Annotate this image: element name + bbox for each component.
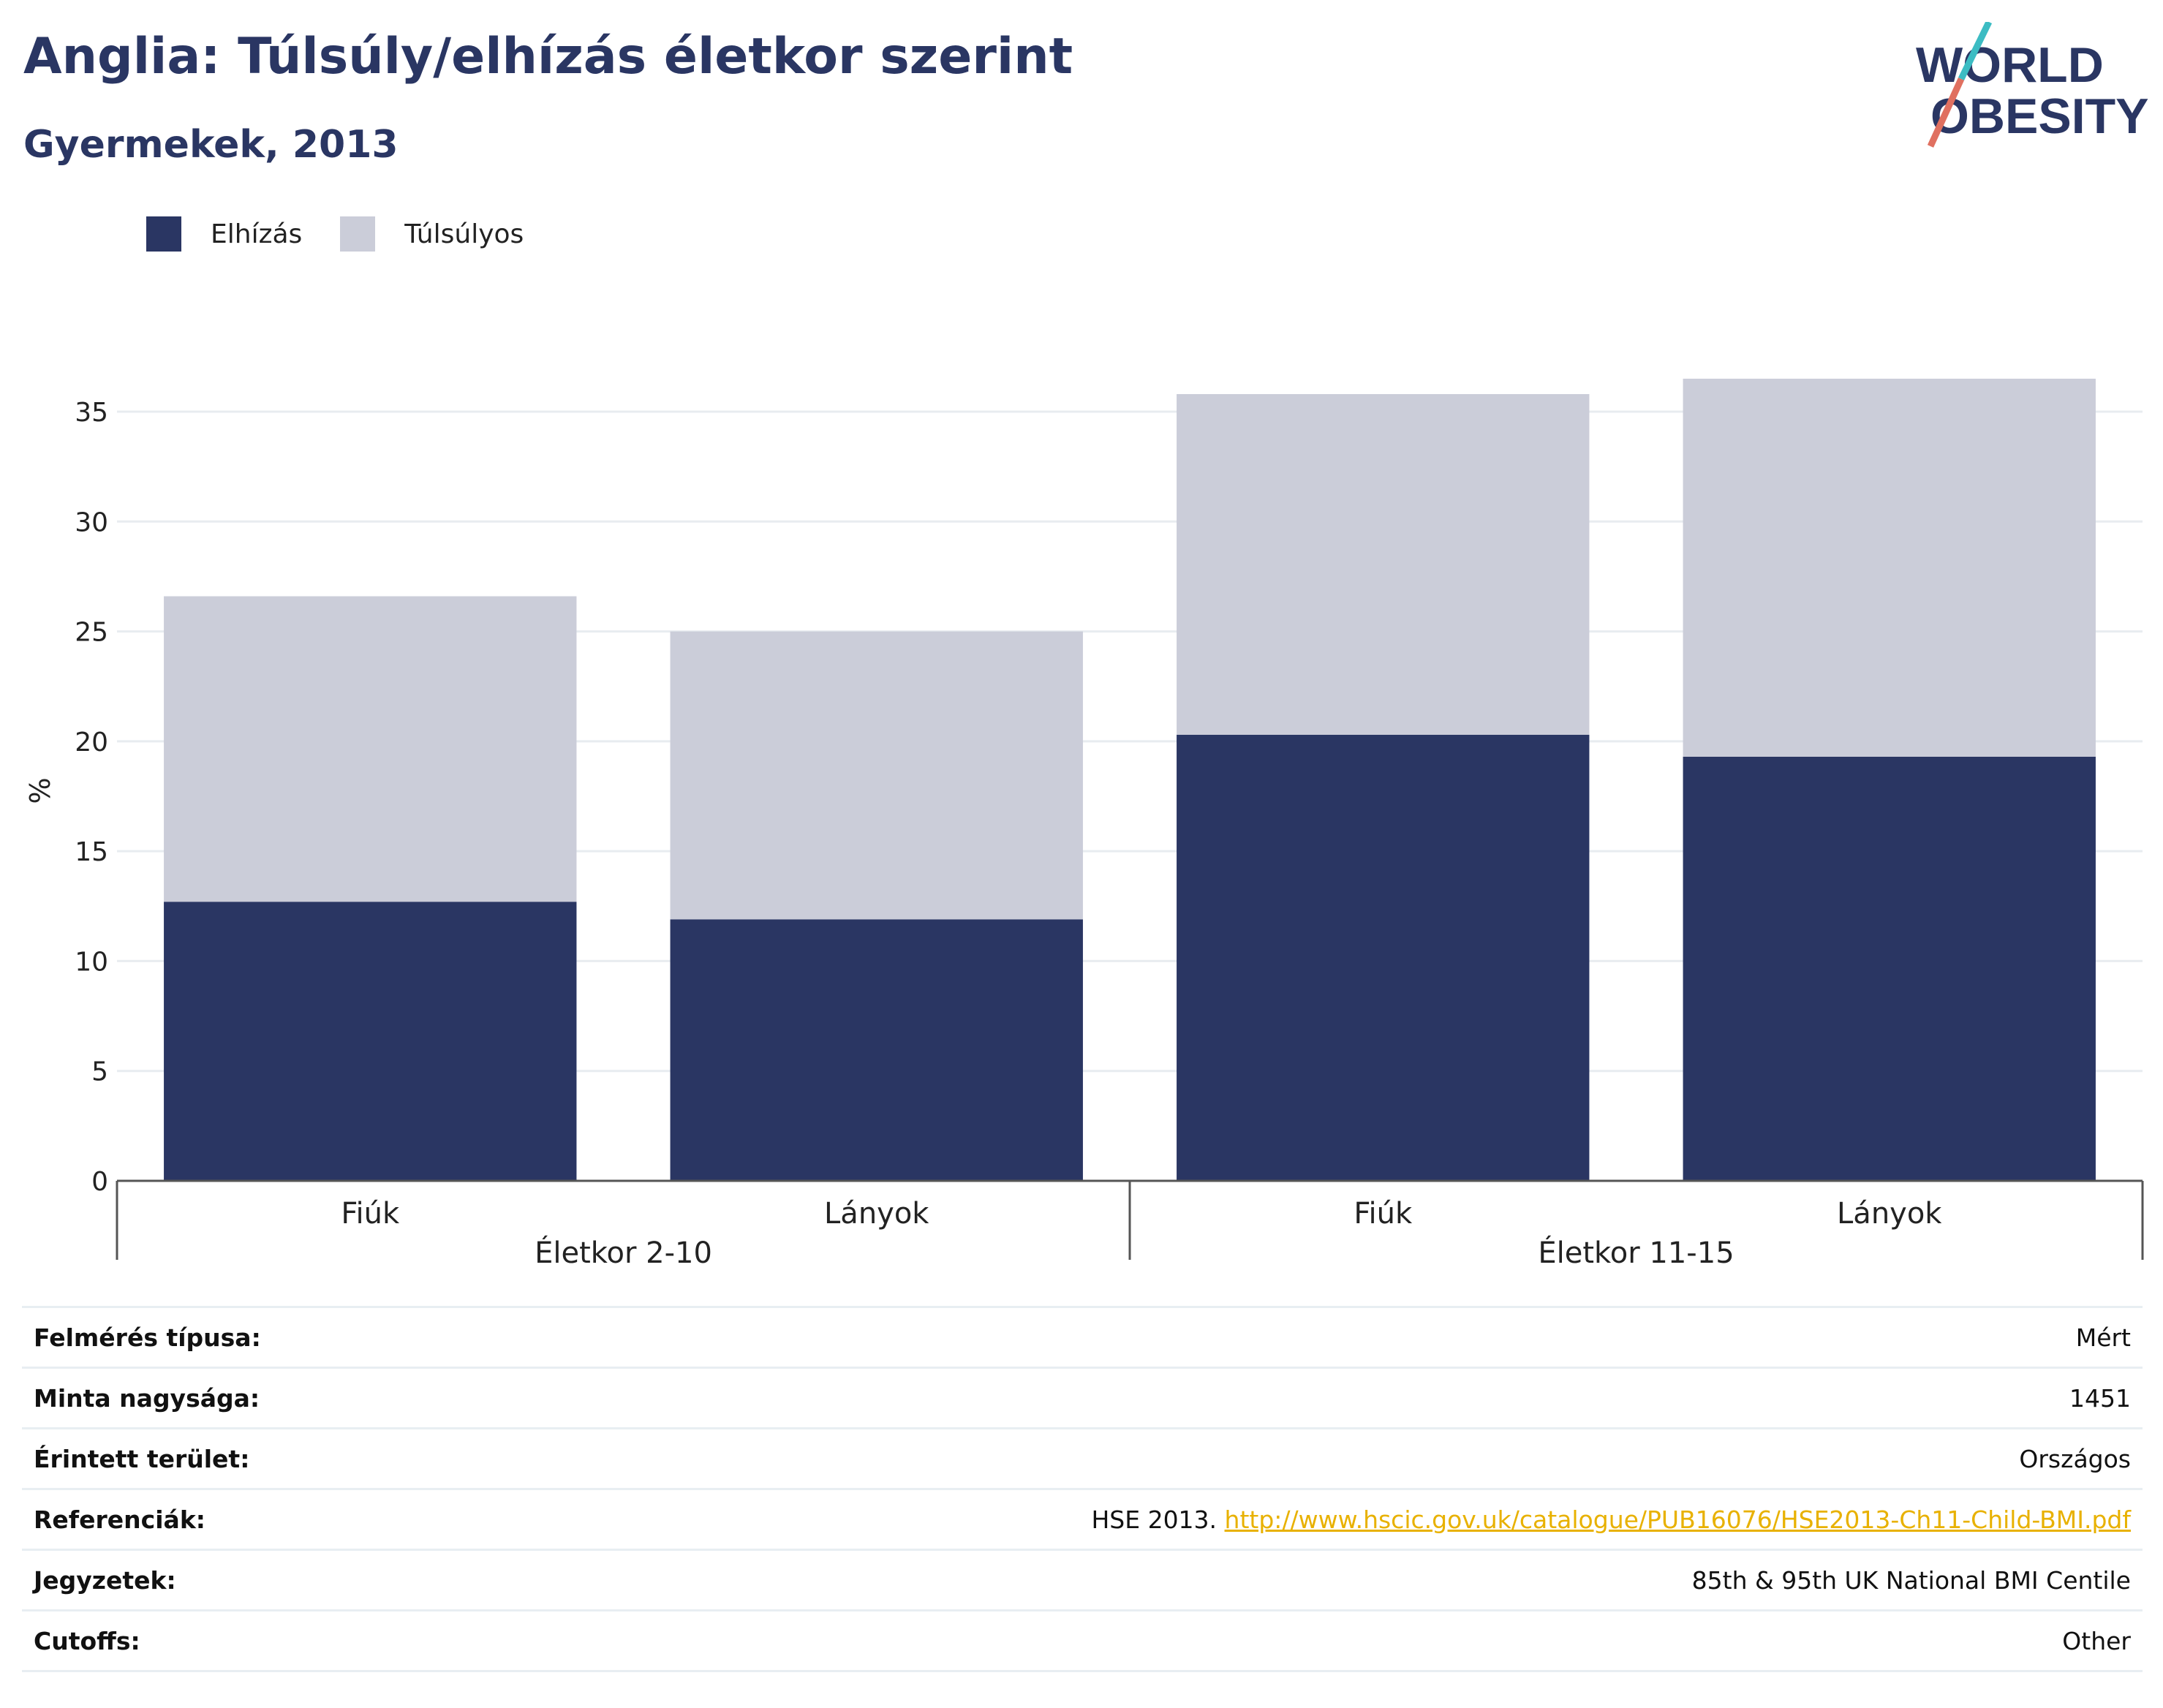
logo-text-obesity: OBESITY: [1930, 88, 2149, 144]
y-axis-label: %: [24, 777, 56, 804]
info-value: Országos: [426, 1427, 2143, 1489]
info-value: 85th & 95th UK National BMI Centile: [426, 1549, 2143, 1611]
legend-label-overweight: Túlsúlyos: [404, 219, 524, 249]
y-tick-label: 10: [75, 947, 108, 977]
y-tick-label: 15: [75, 837, 108, 867]
y-tick-label: 30: [75, 507, 108, 537]
info-key: Jegyzetek:: [22, 1549, 427, 1611]
bar-overweight: [1177, 393, 1590, 735]
x-tick-label: Lányok: [1837, 1197, 1942, 1231]
bar-overweight: [670, 631, 1083, 920]
info-value-references: HSE 2013. http://www.hscic.gov.uk/catalo…: [426, 1488, 2143, 1550]
bar-chart: 0 5 10 15 20 25 30 35% Fiúk Lányok Fiúk Lányok Életk…: [24, 378, 2144, 1270]
x-tick-label: Fiúk: [341, 1197, 400, 1231]
bar-overweight: [164, 596, 577, 902]
legend-item-overweight[interactable]: Túlsúlyos: [340, 216, 524, 252]
y-tick-label: 5: [91, 1057, 108, 1087]
chart-subtitle: Gyermekek, 2013: [23, 123, 399, 167]
bar-obesity: [1683, 756, 2096, 1181]
y-tick-label: 35: [75, 398, 108, 428]
legend: Elhízás Túlsúlyos: [146, 216, 562, 252]
bar-obesity: [670, 919, 1083, 1181]
y-tick-label: 0: [91, 1167, 108, 1197]
bar-obesity: [164, 902, 577, 1181]
reference-text: HSE 2013.: [1091, 1505, 1218, 1534]
chart-title: Anglia: Túlsúly/elhízás életkor szerint: [23, 28, 1073, 86]
info-key: Referenciák:: [22, 1488, 427, 1550]
info-row: Érintett terület: Országos: [22, 1427, 2143, 1489]
info-row: Jegyzetek: 85th & 95th UK National BMI C…: [22, 1549, 2143, 1611]
y-tick-label: 25: [75, 618, 108, 648]
legend-swatch-obesity: [146, 216, 181, 252]
info-key: Érintett terület:: [22, 1427, 427, 1489]
legend-swatch-overweight: [340, 216, 376, 252]
info-value: Mért: [426, 1306, 2143, 1368]
logo-slash-teal: [1958, 22, 1993, 80]
group-label: Életkor 2-10: [535, 1235, 712, 1270]
legend-item-obesity[interactable]: Elhízás: [146, 216, 302, 252]
legend-label-obesity: Elhízás: [211, 219, 303, 249]
logo-text-world: WORLD: [1916, 37, 2104, 93]
bar-overweight: [1683, 378, 2096, 757]
info-key: Cutoffs:: [22, 1609, 427, 1672]
info-key: Felmérés típusa:: [22, 1306, 427, 1368]
x-tick-label: Lányok: [824, 1197, 929, 1231]
info-row: Cutoffs: Other: [22, 1609, 2143, 1672]
info-row: Minta nagysága: 1451: [22, 1367, 2143, 1429]
info-key: Minta nagysága:: [22, 1367, 427, 1429]
x-tick-label: Fiúk: [1354, 1197, 1413, 1231]
info-value: 1451: [426, 1367, 2143, 1429]
info-value: Other: [426, 1609, 2143, 1672]
reference-link[interactable]: http://www.hscic.gov.uk/catalogue/PUB160…: [1224, 1505, 2131, 1534]
world-obesity-logo: WORLD OBESITY: [1916, 22, 2149, 148]
info-row: Referenciák: HSE 2013. http://www.hscic.…: [22, 1488, 2143, 1550]
y-tick-label: 20: [75, 728, 108, 757]
info-row: Felmérés típusa: Mért: [22, 1306, 2143, 1368]
info-table: Felmérés típusa: Mért Minta nagysága: 14…: [22, 1306, 2143, 1672]
group-label: Életkor 11-15: [1538, 1235, 1734, 1270]
logo-slash-coral: [1927, 78, 1965, 148]
bar-obesity: [1177, 734, 1590, 1181]
